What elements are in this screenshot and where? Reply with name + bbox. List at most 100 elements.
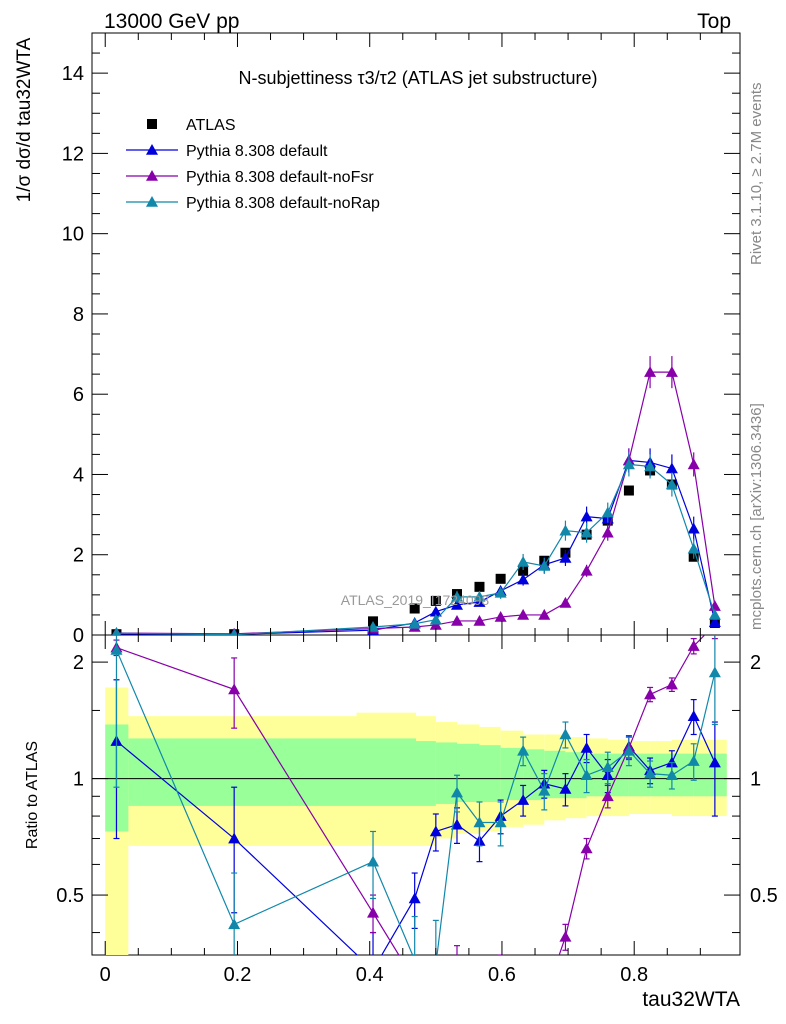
ratio-point-noRap	[601, 761, 614, 773]
ratio-point-noFsr	[687, 640, 700, 651]
ratio-point-default	[408, 892, 421, 904]
ratio-y-tick-label-right: 1	[750, 769, 761, 791]
ratio-point-default	[708, 756, 721, 768]
ratio-point-noRap	[559, 728, 572, 740]
x-tick-label: 0.8	[620, 964, 648, 986]
ratio-point-noFsr	[456, 953, 458, 955]
main-y-tick-label: 14	[62, 63, 84, 85]
main-y-tick-label: 2	[73, 545, 84, 567]
ratio-point-noFsr	[665, 678, 678, 690]
x-tick-label: 0.6	[488, 964, 516, 986]
ratio-point-noFsr	[517, 969, 529, 980]
data-point-noRap	[517, 555, 530, 567]
ratio-point-noFsr	[367, 906, 380, 918]
band-inner-bin	[544, 750, 566, 799]
band-inner-bin	[356, 738, 416, 806]
data-point-default	[429, 605, 442, 617]
x-axis-label: tau32WTA	[642, 988, 740, 1011]
ratio-point-noRap	[644, 767, 657, 779]
legend-marker-data	[147, 119, 157, 129]
data-point-default	[708, 616, 721, 627]
band-inner-bin	[128, 738, 357, 806]
main-y-tick-label: 12	[62, 143, 84, 165]
main-y-tick-label: 0	[73, 625, 84, 647]
chart-title: N-subjettiness τ3/τ2 (ATLAS jet substruc…	[238, 68, 597, 88]
header-left: 13000 GeV pp	[104, 10, 239, 33]
data-point-noFsr	[687, 458, 700, 470]
data-point-noRap	[494, 586, 507, 598]
legend-marker-noRap	[146, 196, 158, 207]
ratio-point-noFsr	[228, 683, 241, 695]
data-point-noRap	[230, 628, 238, 635]
band-inner-bin	[479, 745, 501, 802]
ratio-point-noFsr	[601, 790, 614, 802]
ratio-y-tick-label: 0.5	[56, 885, 84, 907]
ratio-point-default	[517, 794, 530, 805]
main-series-group	[111, 356, 721, 635]
data-point-default	[665, 462, 678, 474]
band-inner-bin	[565, 752, 587, 799]
legend-marker-default	[146, 144, 158, 155]
main-y-tick-label: 10	[62, 224, 84, 246]
ratio-point-noRap	[110, 643, 123, 655]
data-point-noRap	[450, 590, 463, 602]
legend: ATLAS Pythia 8.308 default Pythia 8.308 de…	[126, 117, 380, 212]
legend-label-data: ATLAS	[186, 117, 236, 134]
ratio-point-noRap	[414, 953, 416, 955]
data-point-noFsr	[580, 564, 593, 576]
ratio-point-default	[450, 818, 463, 830]
ratio-line-noFsr	[116, 635, 706, 955]
data-point-noFsr	[473, 614, 486, 626]
ratio-y-axis-label: Ratio to ATLAS	[24, 741, 41, 849]
data-point-noFsr	[559, 596, 572, 608]
main-y-tick-label: 6	[73, 384, 84, 406]
ratio-point-noRap	[450, 786, 463, 798]
data-point-data	[430, 595, 441, 606]
data-point-noRap	[559, 524, 572, 536]
ratio-point-noRap	[517, 744, 530, 756]
ratio-point-noRap	[622, 744, 635, 756]
ratio-line-default	[116, 714, 716, 955]
ratio-point-noRap	[687, 755, 700, 766]
data-point-noFsr	[538, 608, 551, 620]
ratio-point-noRap	[367, 855, 380, 867]
ratio-point-noFsr	[430, 981, 442, 992]
data-point-noRap	[408, 617, 421, 629]
x-tick-label: 0.2	[224, 964, 252, 986]
ratio-y-tick-label-right: 0.5	[750, 885, 778, 907]
ratio-series-group	[110, 635, 721, 992]
ratio-point-default	[228, 832, 241, 844]
rivet-label: Rivet 3.1.10, ≥ 2.7M events	[748, 83, 765, 266]
data-point-noFsr	[517, 608, 530, 620]
ratio-y-tick-label: 2	[73, 652, 84, 674]
ratio-panel-frame	[91, 634, 741, 956]
x-tick-label: 0	[100, 964, 111, 986]
ratio-point-default	[559, 782, 572, 794]
ratio-point-noRap	[665, 769, 678, 781]
legend-label-noFsr: Pythia 8.308 default-noFsr	[186, 169, 374, 186]
x-tick-label: 0.4	[356, 964, 384, 986]
ratio-point-noRap	[708, 666, 721, 678]
band-inner-bin	[500, 747, 524, 801]
band-inner-bin	[586, 753, 608, 797]
ratio-point-noRap	[580, 769, 593, 781]
band-inner-bin	[693, 753, 727, 797]
data-point-noRap	[112, 627, 121, 635]
ratio-uncertainty-bands	[105, 687, 727, 955]
data-point-default	[580, 510, 593, 522]
data-point-noRap	[665, 478, 678, 490]
ratio-point-noFsr	[473, 981, 485, 992]
band-inner-bin	[416, 741, 436, 806]
main-y-tick-label: 8	[73, 304, 84, 326]
data-point-noRap	[429, 613, 442, 625]
main-y-tick-label: 4	[73, 464, 84, 486]
legend-label-default: Pythia 8.308 default	[186, 143, 328, 160]
header-right: Top	[697, 10, 731, 33]
ratio-point-noFsr	[409, 975, 421, 986]
data-point-default	[687, 522, 700, 534]
data-point-noFsr	[494, 610, 507, 622]
main-y-axis-label: 1/σ dσ/d tau32WTA	[14, 37, 35, 202]
analysis-watermark: ATLAS_2019_I1724098	[341, 592, 490, 608]
